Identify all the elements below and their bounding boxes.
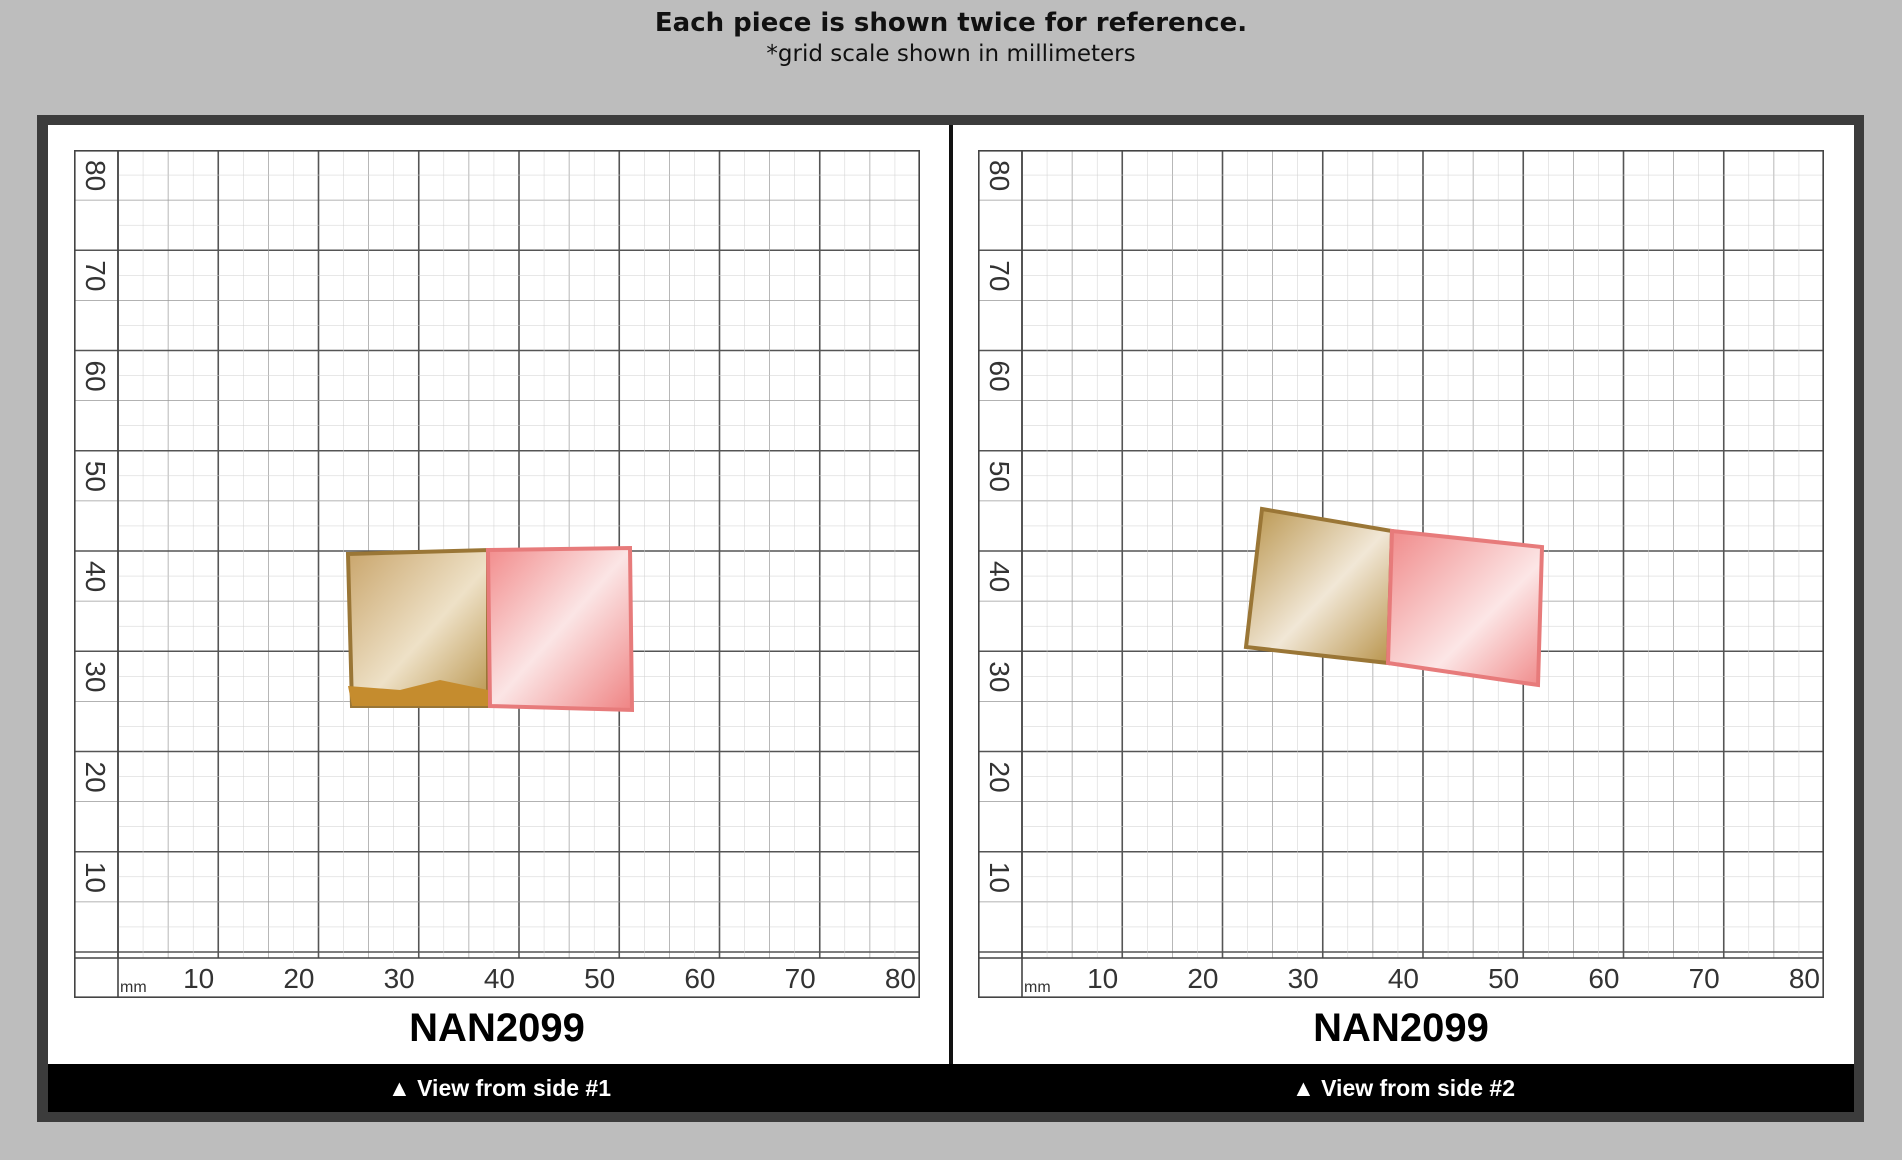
- y-tick-label: 70: [984, 260, 1015, 291]
- caption-side-1: ▲ View from side #1: [387, 1075, 612, 1101]
- gemstone-side-2: [1243, 506, 1545, 688]
- x-tick-label: 70: [1689, 963, 1720, 994]
- item-code-side-1: NAN2099: [409, 1006, 585, 1050]
- x-tick-label: 10: [1087, 963, 1118, 994]
- y-tick-label: 10: [984, 862, 1015, 893]
- y-tick-label: 70: [80, 260, 111, 291]
- page-subtitle: *grid scale shown in millimeters: [766, 41, 1136, 67]
- y-tick-label: 40: [80, 561, 111, 592]
- x-tick-label: 30: [384, 963, 415, 994]
- x-tick-label: 50: [1488, 963, 1519, 994]
- x-tick-label: 80: [1789, 963, 1820, 994]
- caption-bar: [48, 1064, 1854, 1112]
- y-tick-label: 30: [80, 661, 111, 692]
- x-tick-label: 40: [484, 963, 515, 994]
- grid-border: [74, 150, 920, 998]
- gemstone-side-1: [345, 545, 635, 713]
- y-tick-label: 20: [984, 762, 1015, 793]
- y-tick-label: 50: [80, 461, 111, 492]
- x-tick-label: 20: [283, 963, 314, 994]
- y-tick-label: 20: [80, 762, 111, 793]
- panel-divider: [949, 125, 953, 1064]
- y-tick-label: 30: [984, 661, 1015, 692]
- measurement-grid-side-1: mm 10 20 30 40 50 60 70 80 10 20 30 40 50 60 70 80: [74, 150, 920, 998]
- y-tick-label: 80: [80, 160, 111, 191]
- unit-label: mm: [1024, 979, 1051, 996]
- y-tick-label: 60: [984, 361, 1015, 392]
- x-tick-label: 80: [885, 963, 916, 994]
- x-tick-label: 50: [584, 963, 615, 994]
- x-tick-label: 60: [1588, 963, 1619, 994]
- x-tick-label: 60: [684, 963, 715, 994]
- x-tick-label: 70: [785, 963, 816, 994]
- caption-side-2: ▲ View from side #2: [1291, 1075, 1516, 1101]
- x-tick-label: 40: [1388, 963, 1419, 994]
- x-tick-label: 20: [1187, 963, 1218, 994]
- page-title: Each piece is shown twice for reference.: [654, 8, 1248, 38]
- unit-label: mm: [120, 979, 147, 996]
- grid-border: [978, 150, 1824, 998]
- x-tick-label: 10: [183, 963, 214, 994]
- x-tick-label: 30: [1288, 963, 1319, 994]
- y-tick-label: 60: [80, 361, 111, 392]
- y-tick-label: 10: [80, 862, 111, 893]
- y-tick-label: 50: [984, 461, 1015, 492]
- page-header: Each piece is shown twice for reference.…: [0, 6, 1902, 68]
- item-code-side-2: NAN2099: [1313, 1006, 1489, 1050]
- y-tick-label: 80: [984, 160, 1015, 191]
- y-tick-label: 40: [984, 561, 1015, 592]
